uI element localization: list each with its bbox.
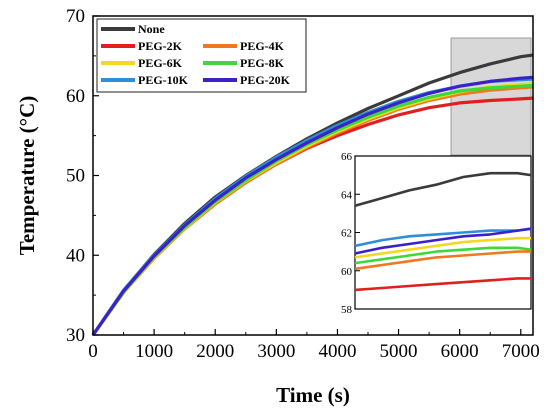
x-axis-label: Time (s): [276, 383, 350, 407]
inset-line-4: [354, 246, 532, 265]
x-tick-label: 6000: [441, 341, 479, 362]
legend-label: PEG-20K: [240, 73, 291, 87]
x-tick-label: 1000: [135, 341, 173, 362]
series-line-6: [91, 75, 534, 336]
x-tick-label: 5000: [380, 341, 418, 362]
y-tick-label: 60: [66, 86, 85, 107]
inset-line-2: [354, 227, 532, 255]
inset-y-tick-label: 66: [341, 151, 353, 163]
inset-y-tick-label: 64: [341, 189, 353, 201]
x-tick-label: 0: [88, 341, 98, 362]
inset-y-tick-label: 60: [341, 266, 353, 278]
main-plot-lines: [91, 53, 534, 336]
inset-y-tick-label: 58: [341, 304, 353, 316]
legend-label: PEG-10K: [138, 73, 189, 87]
y-tick-label: 50: [66, 166, 85, 187]
inset-zoom: 58 60 62 64 66: [341, 151, 532, 316]
inset-line-3: [354, 236, 531, 259]
inset-y-tick-label: 62: [341, 228, 352, 240]
axis-ticks: 0 1000 2000 3000 4000 5000 6000 7000 30 40 50 60 70: [66, 6, 540, 362]
legend-label: PEG-6K: [138, 56, 183, 70]
x-tick-label: 7000: [502, 341, 540, 362]
y-tick-label: 40: [66, 245, 85, 266]
legend-label: PEG-8K: [240, 56, 285, 70]
y-tick-label: 30: [66, 325, 85, 346]
inset-line-6: [354, 277, 531, 292]
x-tick-label: 4000: [318, 341, 356, 362]
legend-label: PEG-4K: [240, 39, 285, 53]
legend-label: None: [138, 22, 165, 36]
legend-label: PEG-2K: [138, 39, 183, 53]
legend: None PEG-2K PEG-4K PEG-6K PEG-8K PEG-10K PEG-2…: [96, 18, 307, 93]
inset-line-5: [354, 250, 531, 271]
inset-line-0: [354, 171, 532, 207]
y-axis-label: Temperature (°C): [15, 96, 39, 255]
y-tick-label: 70: [66, 6, 85, 27]
x-tick-label: 2000: [196, 341, 234, 362]
x-tick-label: 3000: [257, 341, 295, 362]
